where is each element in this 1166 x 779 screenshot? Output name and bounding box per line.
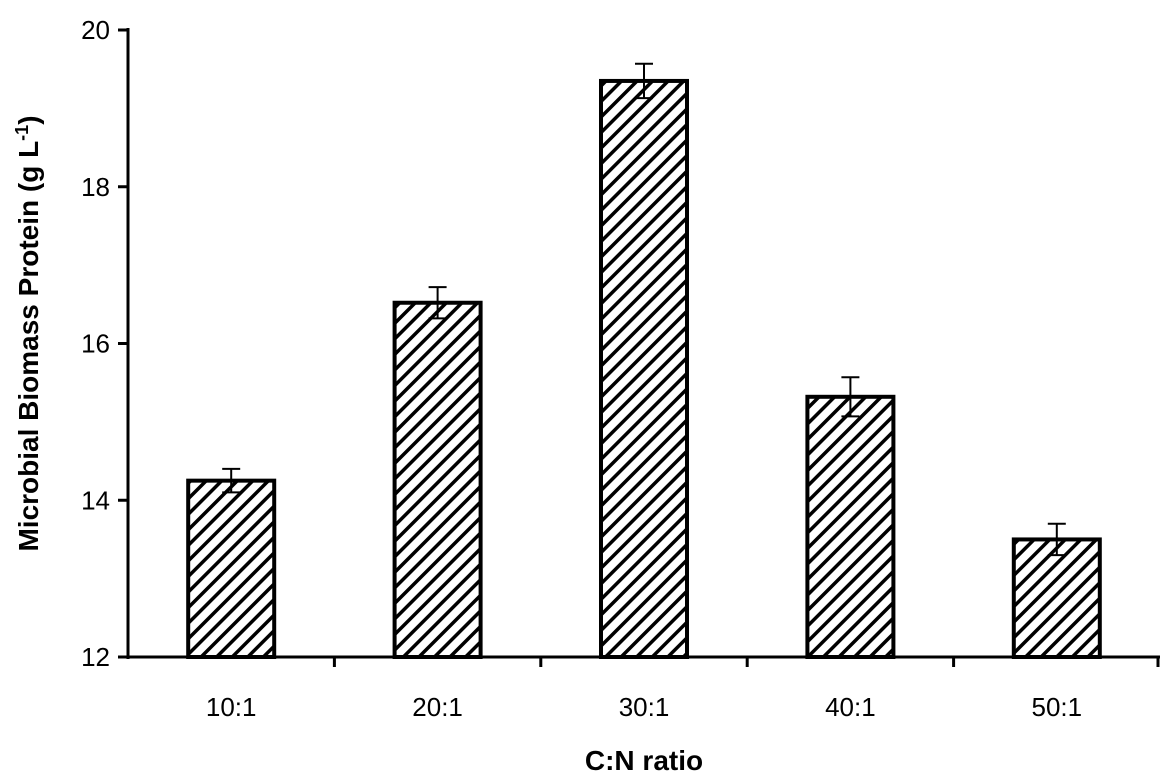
y-tick-label: 16 (81, 329, 110, 359)
bars-layer (186, 78, 1102, 660)
y-axis-title: Microbial Biomass Protein (g L-1) (12, 115, 44, 551)
y-axis-title-main: Microbial Biomass Protein (g L (13, 141, 44, 552)
bar-20:1 (392, 300, 483, 659)
y-tick-label: 20 (81, 15, 110, 45)
x-tick-label: 50:1 (1031, 692, 1082, 722)
bar-30:1 (599, 78, 689, 660)
error-bars-layer (222, 62, 1066, 557)
bar-40:1 (805, 394, 896, 659)
x-tick-label: 30:1 (619, 692, 670, 722)
y-axis-title-close: ) (13, 115, 44, 124)
axes-layer (118, 28, 1160, 667)
y-tick-label: 18 (81, 172, 110, 202)
bar-50:1 (1011, 537, 1102, 659)
y-tick-label: 12 (81, 642, 110, 672)
bar-10:1 (186, 478, 277, 659)
x-axis-title: C:N ratio (585, 745, 703, 776)
tick-labels-layer: 10:1 20:1 30:1 40:1 50:1 12 14 16 18 20 (81, 15, 1082, 722)
x-tick-label: 10:1 (206, 692, 257, 722)
x-tick-label: 40:1 (825, 692, 876, 722)
x-tick-label: 20:1 (412, 692, 463, 722)
y-axis-title-superscript: -1 (12, 125, 32, 141)
y-tick-label: 14 (81, 485, 110, 515)
